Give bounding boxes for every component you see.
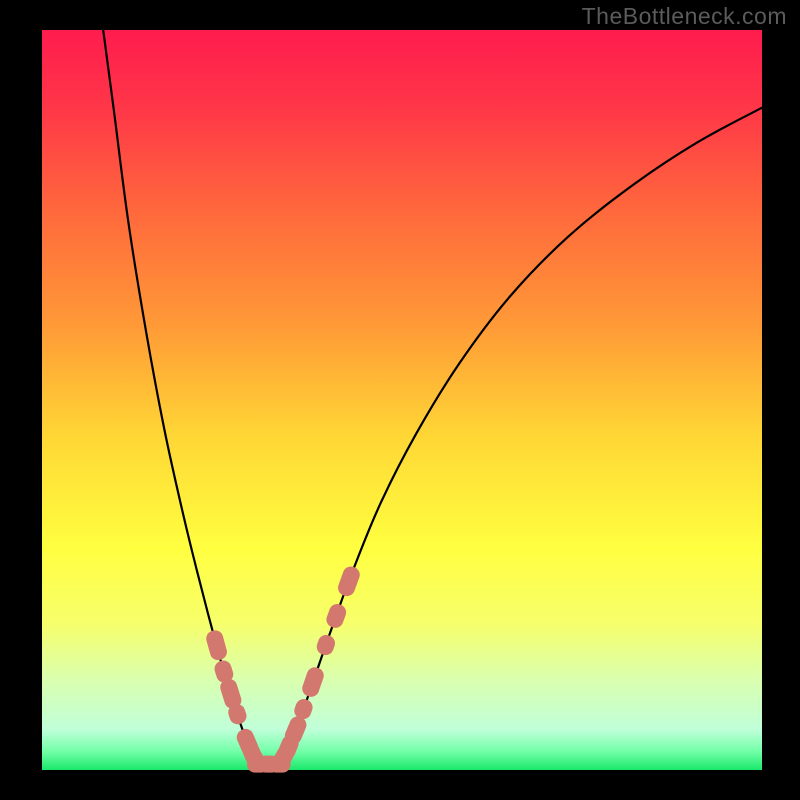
curve-marker [204, 629, 228, 662]
curve-marker [324, 602, 348, 630]
chart-container: TheBottleneck.com [0, 0, 800, 800]
curve-overlay [0, 0, 800, 800]
curve-marker [258, 756, 280, 773]
curve-marker [300, 665, 326, 699]
curve-marker [315, 633, 338, 657]
watermark-label: TheBottleneck.com [582, 3, 787, 30]
curve-marker [336, 564, 362, 598]
bottleneck-curve [103, 30, 762, 764]
